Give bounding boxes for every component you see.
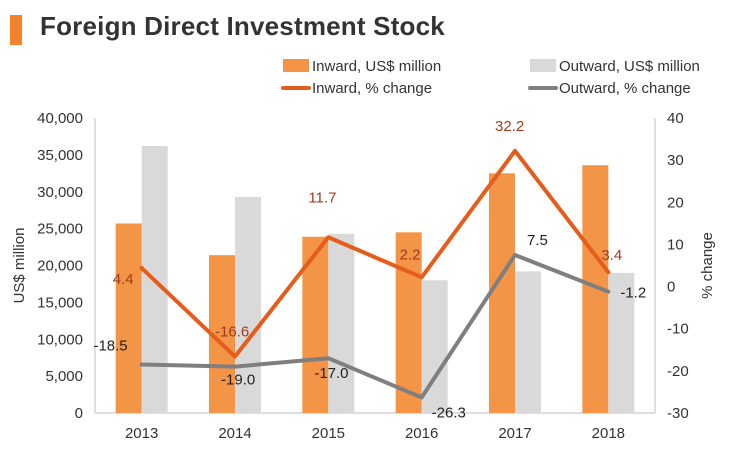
y-axis-title-left: US$ million	[11, 228, 28, 304]
y-tick-label-left: 5,000	[45, 368, 83, 385]
line-outward-pct	[139, 252, 611, 400]
y-tick-label-right: -20	[667, 363, 689, 380]
x-tick-label: 2017	[498, 425, 531, 442]
data-label-inward-pct: 11.7	[308, 189, 336, 206]
y-tick-label-right: 30	[667, 152, 684, 169]
y-tick-label-right: -10	[667, 321, 689, 338]
chart-title: Foreign Direct Investment Stock	[40, 11, 445, 41]
data-label-outward-pct: -17.0	[314, 365, 348, 382]
title-accent-bar	[10, 15, 22, 45]
x-tick-label: 2013	[125, 425, 158, 442]
y-axis-title-right: % change	[699, 232, 716, 299]
bar-outward	[235, 196, 261, 413]
y-tick-label-left: 40,000	[37, 110, 83, 127]
legend-outward-line-label: Outward, % change	[559, 80, 691, 97]
y-tick-label-left: 25,000	[37, 221, 83, 238]
y-tick-label-right: 10	[667, 236, 684, 253]
x-tick-label: 2016	[405, 425, 438, 442]
data-label-inward-pct: 2.2	[400, 246, 421, 263]
y-tick-label-left: 35,000	[37, 147, 83, 164]
legend-inward-bar-label: Inward, US$ million	[312, 58, 441, 75]
y-tick-label-left: 30,000	[37, 184, 83, 201]
y-tick-label-right: 40	[667, 110, 684, 127]
bar-outward	[515, 271, 541, 413]
bar-outward	[608, 272, 635, 413]
data-label-outward-pct: 7.5	[527, 232, 548, 249]
y-tick-label-left: 0	[75, 405, 83, 422]
legend-inward-bar-swatch	[283, 59, 309, 72]
y-tick-label-right: 0	[667, 279, 675, 296]
x-tick-label: 2018	[592, 425, 625, 442]
legend-inward-line-label: Inward, % change	[312, 80, 432, 97]
data-label-outward-pct: -18.5	[93, 338, 127, 355]
legend-outward-bar-swatch	[530, 59, 556, 72]
bar-inward	[115, 223, 142, 413]
data-label-inward-pct: 4.4	[113, 271, 134, 288]
data-label-outward-pct: -26.3	[432, 404, 466, 421]
x-tick-label: 2015	[312, 425, 345, 442]
bar-outward	[328, 233, 355, 413]
y-tick-label-left: 20,000	[37, 258, 83, 275]
data-label-inward-pct: -16.6	[215, 324, 249, 341]
data-label-inward-pct: 3.4	[601, 247, 622, 264]
data-label-outward-pct: -19.0	[221, 372, 255, 389]
data-label-outward-pct: -1.2	[620, 285, 646, 302]
bar-inward	[489, 173, 515, 413]
x-tick-label: 2014	[218, 425, 251, 442]
bar-inward	[395, 232, 422, 413]
data-label-inward-pct: 32.2	[495, 118, 524, 135]
y-tick-label-left: 10,000	[37, 331, 83, 348]
y-tick-label-left: 15,000	[37, 294, 83, 311]
line-inward-pct	[139, 148, 611, 359]
legend-outward-bar-label: Outward, US$ million	[559, 58, 700, 75]
y-tick-label-right: -30	[667, 405, 689, 422]
y-tick-label-right: 20	[667, 194, 684, 211]
